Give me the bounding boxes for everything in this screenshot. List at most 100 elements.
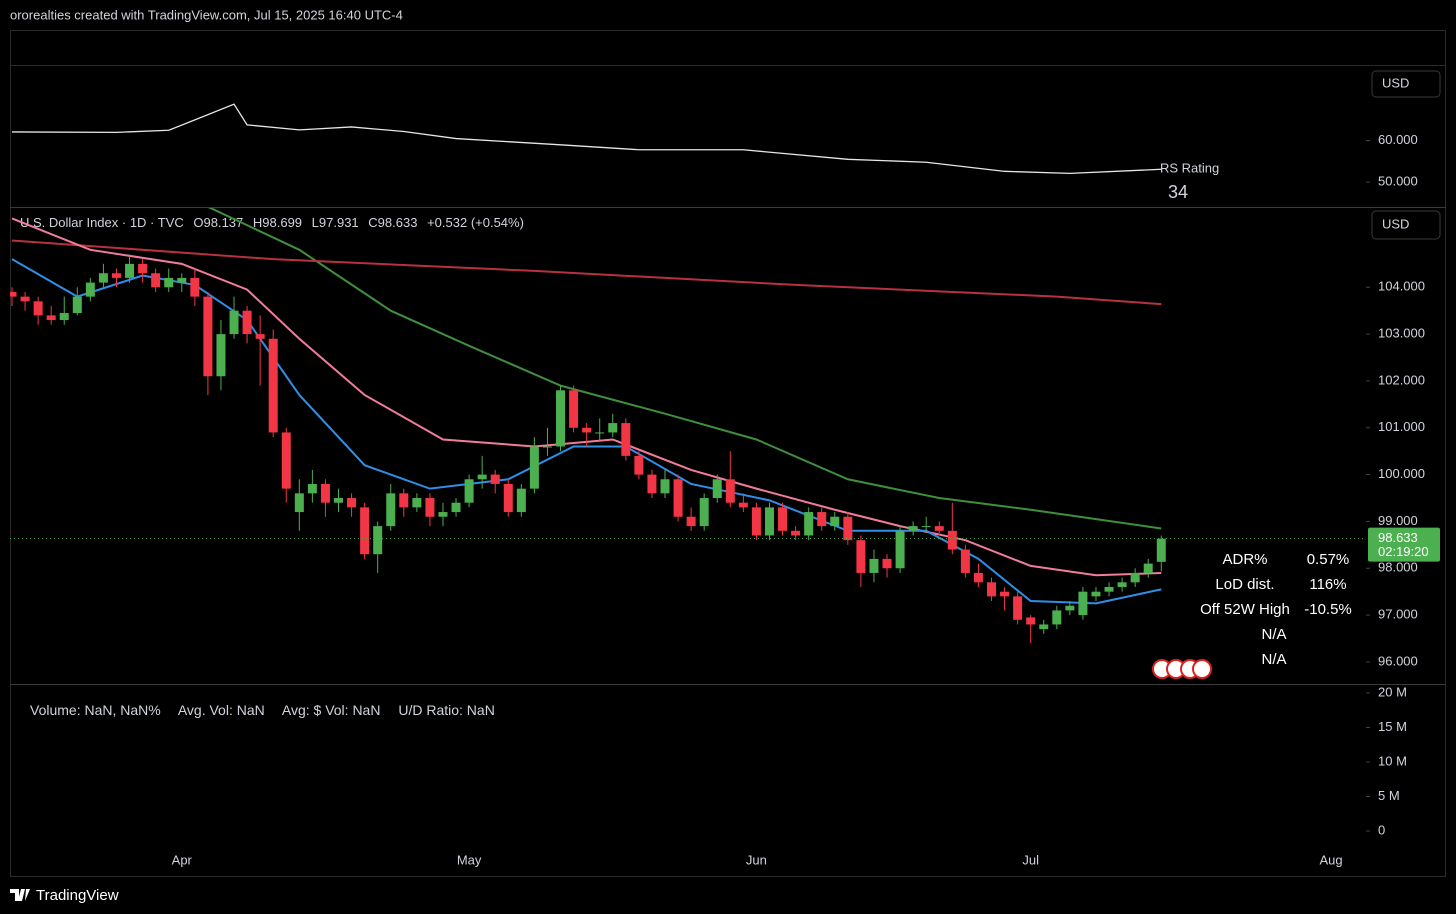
candle-body	[660, 479, 670, 494]
candle-body	[242, 310, 252, 335]
candle-body	[425, 498, 435, 517]
candle-body	[72, 296, 82, 314]
candle-body	[712, 479, 722, 499]
candle-body	[46, 315, 56, 321]
candle-body	[987, 582, 996, 597]
candle-body	[738, 502, 748, 508]
candle-body	[960, 549, 970, 573]
y-tick-label: 0	[1378, 822, 1385, 837]
candle-body	[268, 338, 278, 433]
candle-body	[947, 530, 957, 550]
candle-body	[98, 273, 108, 283]
candle-body	[111, 273, 121, 278]
rs-line	[11, 103, 1162, 175]
y-tick-label: 15 M	[1378, 719, 1407, 734]
candle-body	[334, 498, 343, 503]
candle-body	[190, 277, 200, 297]
candle-body	[791, 530, 801, 536]
candle-body	[673, 479, 683, 517]
y-tick-label: 99.000	[1378, 513, 1418, 528]
x-tick-label: Apr	[172, 852, 193, 867]
candle-body	[764, 507, 774, 536]
y-tick-label: 60.000	[1378, 132, 1418, 147]
candle-body	[1052, 610, 1062, 625]
candle-body	[608, 423, 618, 433]
candle-body	[934, 526, 944, 531]
candle-body	[281, 432, 291, 489]
rs-plot	[11, 103, 1162, 175]
candle-body	[490, 474, 500, 484]
candle-body	[20, 296, 30, 302]
symbol-legend: U.S. Dollar Index · 1D · TVC O98.137 H98…	[20, 215, 524, 230]
candle-body	[307, 483, 317, 494]
y-tick-label: 102.000	[1378, 372, 1425, 387]
candle-body	[1039, 624, 1049, 630]
candle-body	[373, 526, 383, 555]
chart-frame	[10, 30, 1446, 877]
y-tick-label: 20 M	[1378, 684, 1407, 699]
stat-label: Off 52W High	[1200, 601, 1290, 618]
currency-label: USD	[1382, 216, 1409, 231]
candle-body	[164, 277, 174, 288]
candle-body	[869, 558, 879, 573]
symbol-title: U.S. Dollar Index · 1D · TVC	[20, 215, 184, 230]
candle-body	[464, 479, 474, 503]
last-price-box	[1368, 527, 1440, 562]
y-tick-label: 101.000	[1378, 419, 1425, 434]
x-tick-label: Jun	[746, 852, 767, 867]
footer-brand: TradingView	[36, 887, 119, 904]
volume: Volume: NaN, NaN%	[30, 702, 161, 718]
rs-label: RS Rating	[1160, 160, 1219, 175]
avg-dollar-volume: Avg: $ Vol: NaN	[282, 702, 381, 718]
candle-body	[751, 507, 761, 536]
stat-value: 116%	[1309, 576, 1346, 593]
footer-logo	[10, 889, 30, 901]
candle-body	[529, 446, 539, 489]
currency-badge[interactable]	[1371, 210, 1441, 240]
moving-average	[11, 217, 1162, 577]
candle-body	[151, 273, 161, 288]
candle-body	[1026, 617, 1036, 625]
candle-body	[451, 502, 461, 513]
candle-body	[830, 516, 840, 527]
candle-body	[59, 313, 69, 321]
y-tick-label: 10 M	[1378, 753, 1407, 768]
x-tick-label: Jul	[1022, 852, 1039, 867]
y-tick-label: 98.000	[1378, 560, 1418, 575]
candle-body	[582, 427, 592, 433]
y-tick-label: 96.000	[1378, 653, 1418, 668]
candle-body	[294, 493, 304, 513]
candle-body	[1143, 563, 1153, 573]
header-text: ororealties created with TradingView.com…	[10, 7, 403, 22]
moving-average	[208, 208, 1162, 530]
y-tick-label: 5 M	[1378, 788, 1400, 803]
candle-body	[438, 512, 448, 517]
candle-body	[203, 296, 213, 377]
candle-body	[647, 474, 657, 494]
candle-body	[255, 334, 265, 339]
legend-high: H98.699	[253, 215, 302, 230]
stat-value: 0.57%	[1307, 551, 1350, 568]
moving-average	[11, 239, 1162, 306]
x-tick-label: May	[457, 852, 482, 867]
candle-body	[177, 277, 187, 283]
y-tick-label: 100.000	[1378, 466, 1425, 481]
stat-value: N/A	[1261, 626, 1286, 643]
candle-body	[973, 572, 983, 583]
y-tick-label: 50.000	[1378, 174, 1418, 189]
candle-body	[725, 479, 735, 503]
candle-body	[10, 291, 17, 297]
candle-body	[1000, 591, 1010, 597]
candle-body	[908, 526, 918, 531]
currency-badge[interactable]	[1371, 70, 1441, 98]
ud-ratio: U/D Ratio: NaN	[398, 702, 494, 718]
candle-body	[85, 282, 95, 297]
legend-change: +0.532 (+0.54%)	[427, 215, 524, 230]
candle-body	[882, 558, 892, 569]
candle-body	[360, 507, 370, 555]
candle-body	[138, 263, 148, 274]
candle-body	[33, 301, 43, 316]
currency-label: USD	[1382, 75, 1409, 90]
candle-body	[1117, 582, 1127, 587]
